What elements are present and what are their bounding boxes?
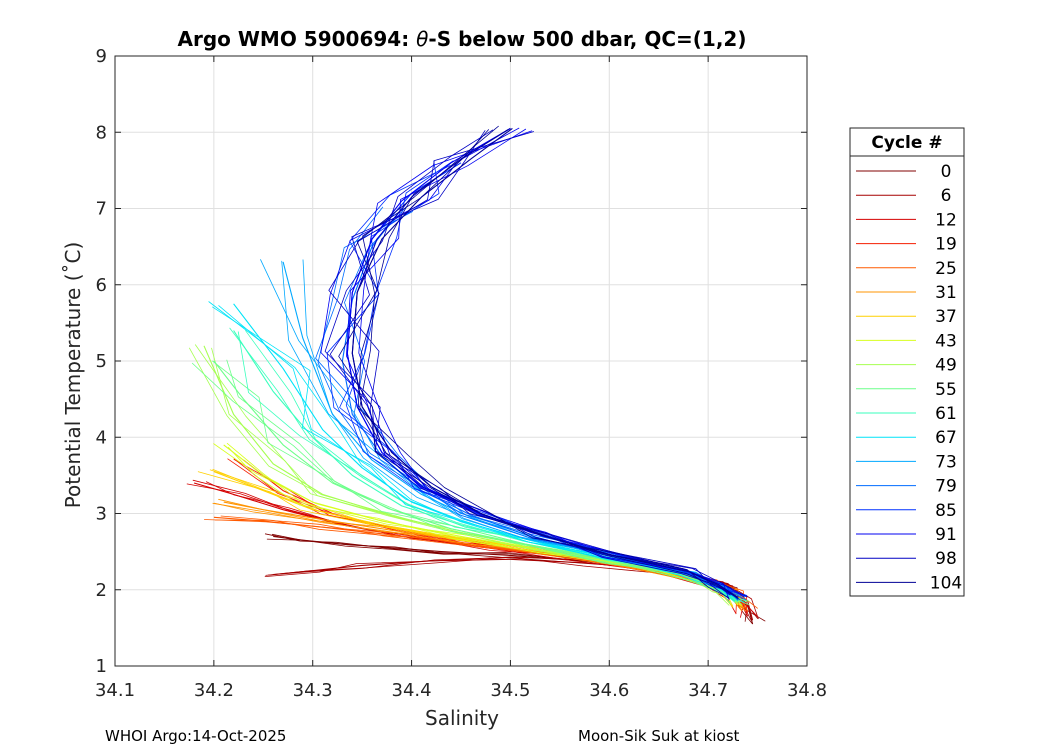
profile-line-cycle-55 (213, 360, 739, 603)
x-tick-label: 34.7 (688, 680, 728, 701)
x-tick-label: 34.6 (589, 680, 629, 701)
legend-label-cycle-37: 37 (935, 307, 957, 327)
y-tick-label: 3 (96, 504, 107, 525)
profile-line-cycle-61 (244, 330, 747, 602)
x-tick-label: 34.8 (787, 680, 827, 701)
legend-label-cycle-19: 19 (935, 235, 957, 255)
profile-line-cycle-98 (329, 130, 731, 596)
legend-label-cycle-73: 73 (935, 452, 957, 472)
legend-label-cycle-67: 67 (935, 428, 957, 448)
legend-label-cycle-25: 25 (935, 259, 957, 279)
legend-label-cycle-85: 85 (935, 501, 957, 521)
y-axis-label: Potential Temperature (˚C) (61, 242, 85, 509)
legend-label-cycle-49: 49 (935, 356, 957, 376)
legend-label-cycle-104: 104 (930, 573, 962, 593)
legend-label-cycle-31: 31 (935, 283, 957, 303)
legend-label-cycle-55: 55 (935, 380, 957, 400)
x-tick-label: 34.3 (293, 680, 333, 701)
profile-line-cycle-67 (208, 301, 736, 602)
profile-line-cycle-55 (191, 362, 743, 605)
legend-title: Cycle # (871, 133, 942, 153)
legend-label-cycle-61: 61 (935, 404, 957, 424)
chart-title: Argo WMO 5900694: θ-S below 500 dbar, QC… (178, 27, 747, 51)
profile-line-cycle-104 (356, 125, 730, 599)
footer-right-credit: Moon-Sik Suk at kiost (578, 727, 740, 745)
x-tick-label: 34.5 (490, 680, 530, 701)
footer-left-credit: WHOI Argo:14-Oct-2025 (105, 727, 286, 745)
legend-label-cycle-91: 91 (935, 525, 957, 545)
legend-box (849, 127, 965, 597)
y-tick-label: 1 (96, 656, 107, 677)
profile-line-cycle-104 (359, 129, 737, 597)
legend-label-cycle-43: 43 (935, 331, 957, 351)
profile-line-cycle-85 (345, 160, 748, 596)
series-lines (186, 125, 766, 625)
profile-line-cycle-91 (345, 128, 730, 600)
legend-label-cycle-98: 98 (935, 549, 957, 569)
profile-line-cycle-104 (338, 129, 740, 600)
x-tick-label: 34.1 (95, 680, 135, 701)
x-tick-label: 34.2 (194, 680, 234, 701)
axis-ticks: 34.1 34.2 34.3 34.4 34.5 34.6 34.7 34.8 1 2 3 4 5 6 7 8… (95, 46, 827, 701)
profile-line-cycle-98 (328, 131, 731, 600)
legend-items: 0 6 12 19 25 31 37 43 49 55 61 67 73 79 85 91 98 104 (856, 162, 962, 593)
legend: Cycle # 0 6 12 19 25 31 37 43 49 55 61 67 73 79 85 91 98… (849, 127, 965, 597)
legend-label-cycle-0: 0 (941, 162, 952, 182)
legend-label-cycle-79: 79 (935, 477, 957, 497)
y-tick-label: 6 (96, 275, 107, 296)
x-tick-label: 34.4 (392, 680, 432, 701)
y-tick-label: 8 (96, 122, 107, 143)
legend-label-cycle-12: 12 (935, 210, 957, 230)
x-axis-label: Salinity (425, 706, 499, 730)
profile-line-cycle-104 (351, 127, 739, 598)
y-tick-label: 5 (96, 351, 107, 372)
y-tick-label: 2 (96, 580, 107, 601)
y-tick-label: 4 (96, 427, 107, 448)
y-tick-label: 7 (96, 199, 107, 220)
y-tick-label: 9 (96, 46, 107, 67)
legend-label-cycle-6: 6 (941, 186, 952, 206)
